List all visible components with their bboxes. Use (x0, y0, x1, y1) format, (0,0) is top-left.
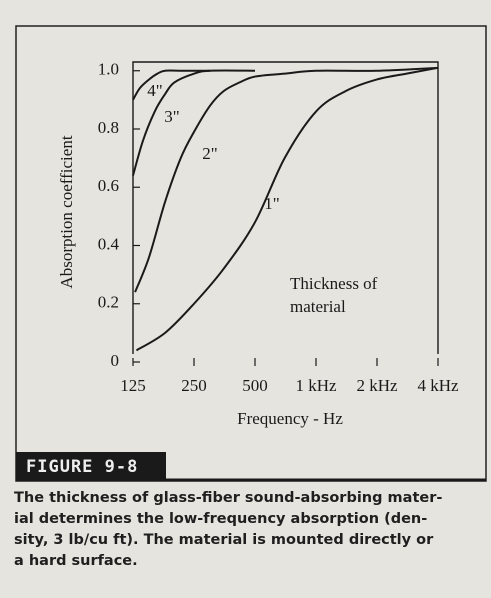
annotation: material (290, 297, 346, 316)
y-axis-label: Absorption coefficient (57, 135, 76, 288)
plot-frame (132, 61, 439, 354)
y-tick-label: 1.0 (98, 60, 119, 79)
x-tick-label: 250 (181, 376, 207, 395)
x-tick-label: 1 kHz (295, 376, 337, 395)
x-tick-label: 500 (242, 376, 268, 395)
caption: The thickness of glass-fiber sound-absor… (14, 488, 484, 572)
annotation: Thickness of (290, 274, 378, 293)
caption-line: a hard surface. (14, 553, 138, 569)
caption-line: sity, 3 lb/cu ft). The material is mount… (14, 532, 434, 548)
curve (135, 66, 439, 352)
curve (132, 69, 211, 101)
y-tick-label: 0.2 (98, 293, 119, 312)
curve-label: 3" (164, 107, 179, 126)
curve (134, 66, 439, 293)
caption-line: ial determines the low-frequency absorpt… (14, 511, 428, 527)
curve-label: 1" (264, 194, 279, 213)
caption-line: The thickness of glass-fiber sound-absor… (14, 490, 443, 506)
y-tick-label: 0 (111, 351, 120, 370)
figure-label: FIGURE 9-8 (26, 457, 138, 477)
figure-label-box (16, 452, 166, 480)
chart: FIGURE 9-8 Absorption coefficient Freque… (15, 25, 487, 482)
y-tick-label: 0.8 (98, 118, 119, 137)
curve-label: 2" (202, 144, 217, 163)
x-tick-label: 2 kHz (356, 376, 398, 395)
curve-label: 4" (147, 81, 162, 100)
y-tick-label: 0.6 (98, 176, 119, 195)
y-tick-label: 0.4 (98, 234, 120, 253)
x-tick-label: 4 kHz (417, 376, 459, 395)
x-tick-label: 125 (120, 376, 146, 395)
x-axis-label: Frequency - Hz (237, 409, 343, 428)
